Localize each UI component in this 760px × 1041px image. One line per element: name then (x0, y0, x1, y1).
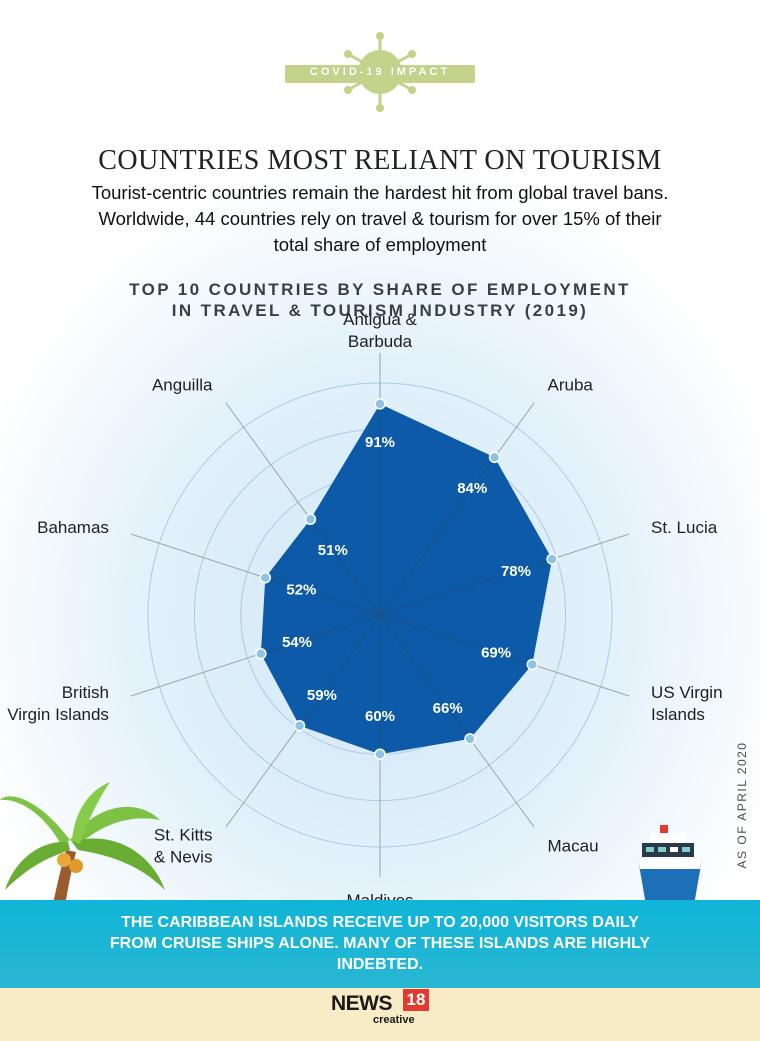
virus-badge-icon (285, 32, 475, 112)
value-label-8: 54% (282, 634, 312, 651)
logo-brand: NEWS (331, 992, 393, 1015)
inner-axis-8 (260, 614, 381, 655)
inner-axis-5 (379, 614, 471, 740)
data-point-1 (374, 398, 386, 410)
value-label-3: 78% (501, 563, 531, 580)
value-label-6: 60% (365, 708, 395, 725)
category-label-7-1: St. Kitts (154, 826, 213, 845)
data-point-5 (464, 733, 476, 745)
inner-axis-10 (310, 518, 381, 616)
page-title: COUNTRIES MOST RELIANT ON TOURISM (98, 145, 662, 176)
data-point-7 (293, 719, 306, 732)
category-label-4-2: Islands (651, 705, 705, 724)
category-label-4-1: US Virgin (651, 683, 723, 702)
radar-chart: 91% 84% 78% 69% 66% 60% 59% 54% 52% 51% Antigua & B… (7, 310, 723, 900)
value-label-7: 59% (307, 687, 337, 704)
chart-title-line-2: IN TRAVEL & TOURISM INDUSTRY (2019) (171, 301, 589, 320)
value-label-10: 51% (318, 542, 348, 559)
value-label-2: 84% (457, 480, 487, 497)
data-point-4 (526, 658, 538, 671)
inner-axis-9 (265, 577, 381, 616)
category-label-7-2: & Nevis (154, 848, 213, 867)
category-label-5-1: Macau (548, 837, 599, 856)
category-label-1-1: Antigua & (343, 310, 417, 329)
inner-axis-4 (379, 614, 533, 665)
sand-strip (0, 988, 760, 1041)
category-label-2-1: Aruba (548, 375, 594, 394)
category-label-8-1: British (62, 683, 109, 702)
page-subtitle: Tourist-centric countries remain the har… (91, 182, 669, 255)
value-label-1: 91% (365, 434, 395, 451)
data-point-10 (304, 513, 317, 526)
inner-axis-7 (299, 614, 381, 727)
chart-title: TOP 10 COUNTRIES BY SHARE OF EMPLOYMENT … (0, 279, 760, 321)
inner-axis-3 (379, 558, 553, 616)
value-label-9: 52% (286, 581, 316, 598)
category-label-6-1: Maldives (346, 891, 413, 900)
logo-sub: creative (373, 1014, 415, 1026)
footer-band (0, 900, 760, 990)
data-point-6 (374, 748, 386, 760)
value-label-4: 69% (481, 645, 511, 662)
cruise-ship-icon (638, 825, 702, 913)
data-point-3 (546, 553, 558, 565)
data-point-9 (259, 571, 272, 584)
as-of-date: AS OF APRIL 2020 (735, 741, 749, 869)
badge-label: COVID-19 IMPACT (309, 66, 451, 78)
category-label-3-1: St. Lucia (651, 518, 718, 537)
chart-title-line-1: TOP 10 COUNTRIES BY SHARE OF EMPLOYMENT (129, 280, 631, 299)
data-point-8 (255, 647, 267, 660)
category-label-1-2: Barbuda (348, 332, 413, 351)
footer-note: THE CARIBBEAN ISLANDS RECEIVE UP TO 20,0… (109, 914, 651, 973)
category-label-10-1: Anguilla (152, 375, 213, 394)
category-label-9-1: Bahamas (37, 518, 109, 537)
value-label-5: 66% (433, 700, 463, 717)
data-point-2 (488, 451, 501, 464)
logo-number: 18 (403, 989, 429, 1011)
inner-axis-2 (379, 457, 495, 616)
category-label-8-2: Virgin Islands (7, 705, 109, 724)
news18-logo: NEWS 18 creative (331, 989, 431, 1029)
